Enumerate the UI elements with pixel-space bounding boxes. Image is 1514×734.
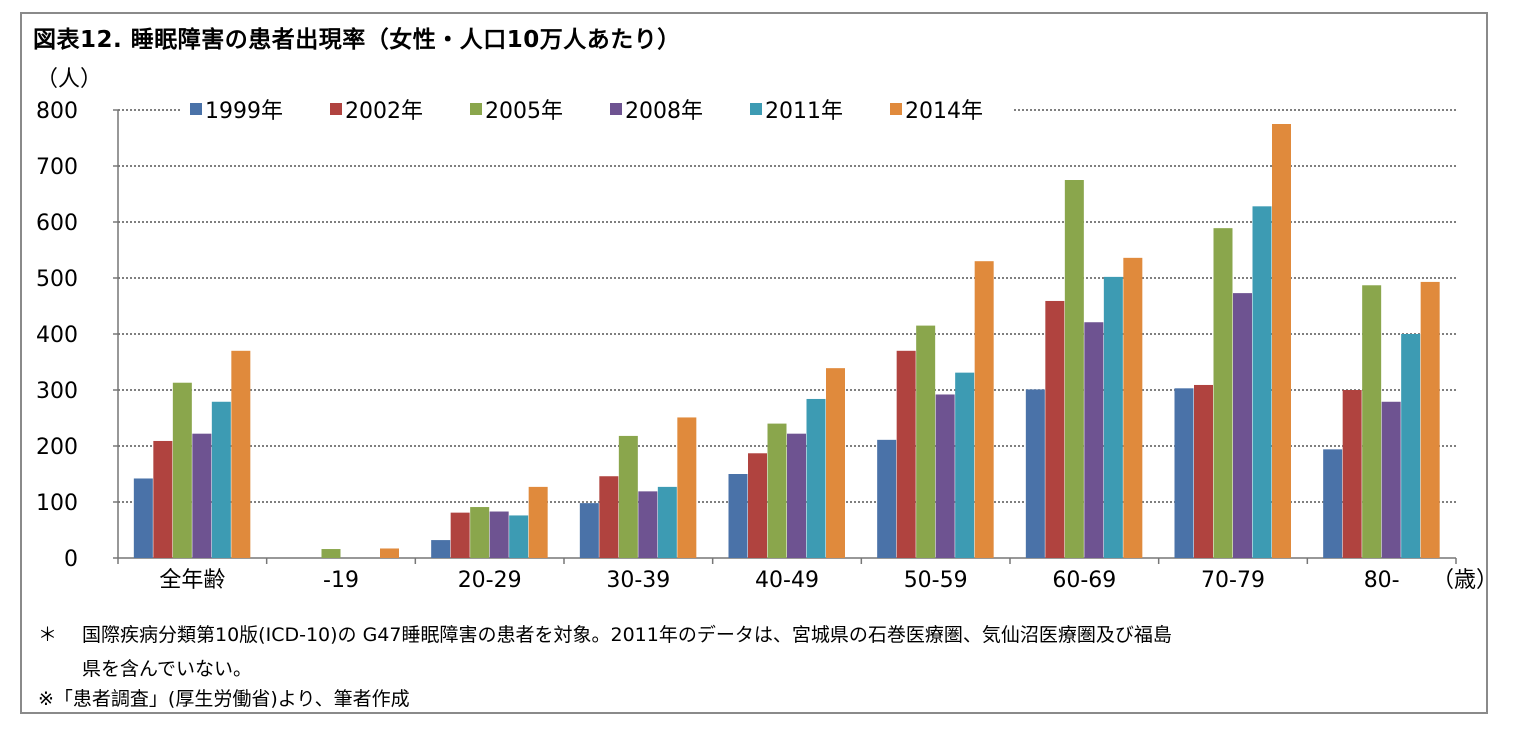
bar bbox=[955, 372, 975, 558]
bar bbox=[231, 350, 251, 558]
bar bbox=[1045, 300, 1065, 558]
bar bbox=[380, 548, 399, 558]
bar bbox=[974, 261, 994, 558]
bar bbox=[916, 325, 936, 558]
bar bbox=[618, 435, 638, 558]
legend-label: 2008年 bbox=[625, 99, 703, 124]
legend-swatch bbox=[750, 103, 762, 115]
x-tick-label: 40-49 bbox=[755, 568, 819, 593]
bar bbox=[579, 503, 599, 558]
bar bbox=[1103, 276, 1123, 558]
x-tick-label: 全年齢 bbox=[159, 568, 225, 593]
y-axis-unit: （人） bbox=[36, 67, 102, 92]
bar bbox=[450, 512, 470, 558]
x-tick-label: 60-69 bbox=[1052, 568, 1116, 593]
legend-swatch bbox=[470, 103, 482, 115]
bar bbox=[787, 433, 806, 558]
footnote-scope-text: 国際疾病分類第10版(ICD-10)の G47睡眠障害の患者を対象。2011年の… bbox=[82, 624, 1172, 646]
bar bbox=[211, 401, 231, 558]
bar bbox=[1342, 390, 1362, 558]
bar bbox=[826, 368, 845, 558]
bar bbox=[431, 540, 451, 558]
bar bbox=[1123, 257, 1143, 558]
y-tick-label: 0 bbox=[64, 547, 78, 572]
x-tick-label: 50-59 bbox=[904, 568, 968, 593]
bar bbox=[1252, 206, 1272, 558]
bar bbox=[806, 398, 826, 558]
y-tick-label: 400 bbox=[36, 323, 78, 348]
x-tick-label: 70-79 bbox=[1201, 568, 1265, 593]
legend-background bbox=[180, 94, 1012, 126]
legend-swatch bbox=[330, 103, 342, 115]
legend-swatch bbox=[190, 103, 202, 115]
bar bbox=[935, 394, 955, 558]
bar bbox=[133, 478, 153, 558]
footnote-scope: ＊ 国際疾病分類第10版(ICD-10)の G47睡眠障害の患者を対象。2011年… bbox=[38, 620, 1172, 647]
bar bbox=[470, 507, 490, 558]
x-tick-label: 80- bbox=[1364, 568, 1400, 593]
bar bbox=[877, 439, 897, 558]
bar bbox=[1084, 322, 1104, 558]
y-tick-label: 100 bbox=[36, 491, 78, 516]
bar bbox=[1401, 334, 1421, 558]
bar bbox=[321, 549, 341, 558]
bar bbox=[1194, 384, 1213, 558]
bar bbox=[599, 476, 619, 558]
bar bbox=[1323, 449, 1343, 558]
footnote-scope-continued: 県を含んでいない。 bbox=[82, 658, 253, 680]
bar bbox=[1362, 285, 1382, 558]
bar bbox=[638, 491, 658, 558]
legend-label: 2005年 bbox=[485, 99, 563, 124]
bar bbox=[153, 440, 173, 558]
bar bbox=[748, 453, 767, 558]
chart-title: 図表12. 睡眠障害の患者出現率（女性・人口10万人あたり） bbox=[33, 27, 681, 53]
y-tick-label: 600 bbox=[36, 211, 78, 236]
bar bbox=[1025, 389, 1045, 558]
bar bbox=[1174, 388, 1194, 558]
y-tick-label: 300 bbox=[36, 379, 78, 404]
y-tick-label: 800 bbox=[36, 99, 78, 124]
y-tick-label: 700 bbox=[36, 155, 78, 180]
bar bbox=[896, 350, 916, 558]
bar bbox=[767, 423, 787, 558]
bar bbox=[657, 486, 677, 558]
bar bbox=[528, 486, 548, 558]
legend-swatch bbox=[890, 103, 902, 115]
bar bbox=[192, 433, 212, 558]
bar bbox=[1213, 228, 1233, 558]
bar bbox=[1420, 281, 1440, 558]
bar bbox=[1381, 401, 1401, 558]
footnote-source: ※「患者調査」(厚生労働省)より、筆者作成 bbox=[38, 688, 410, 710]
bar bbox=[677, 417, 697, 558]
bar bbox=[172, 382, 192, 558]
legend-swatch bbox=[610, 103, 622, 115]
y-tick-label: 200 bbox=[36, 435, 78, 460]
legend-label: 2014年 bbox=[905, 99, 983, 124]
x-tick-label: 20-29 bbox=[458, 568, 522, 593]
bar bbox=[728, 474, 748, 558]
x-tick-label: -19 bbox=[323, 568, 359, 593]
bar bbox=[509, 515, 529, 558]
bar bbox=[489, 511, 509, 558]
bar bbox=[1233, 293, 1252, 558]
legend-label: 2011年 bbox=[765, 99, 843, 124]
bar bbox=[1064, 180, 1084, 558]
bar-chart: 0 100 200 300 400 500 600 700 800 （人） 全年齢 -19 20-29 3… bbox=[36, 67, 1498, 593]
legend-label: 2002年 bbox=[345, 99, 423, 124]
y-tick-label: 500 bbox=[36, 267, 78, 292]
x-tick-label: 30-39 bbox=[606, 568, 670, 593]
x-axis-unit: （歳） bbox=[1432, 568, 1498, 593]
bar bbox=[1272, 124, 1291, 558]
legend-label: 1999年 bbox=[205, 99, 283, 124]
footnote-asterisk: ＊ bbox=[38, 624, 58, 646]
